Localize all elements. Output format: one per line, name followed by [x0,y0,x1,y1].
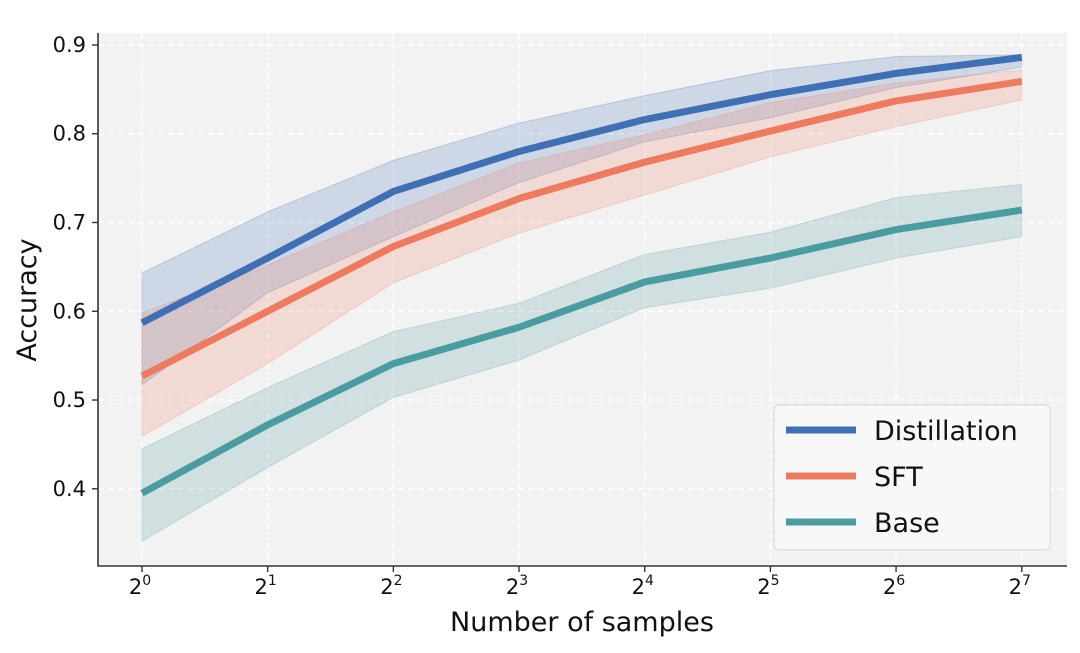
y-axis-ticks: 0.4 0.5 0.6 0.7 0.8 0.9 [53,33,98,501]
x-tick-label: 25 [757,573,779,599]
line-sft [140,77,1023,380]
legend-box [773,404,1051,551]
axes [97,33,1067,567]
x-tick-label: 27 [1009,573,1031,599]
legend: Distillation SFT Base [773,404,1051,551]
y-axis-label: Accuracy [12,238,43,361]
x-tick-label: 21 [255,573,277,599]
y-tick-label: 0.8 [53,122,86,146]
x-tick-label: 22 [380,573,402,599]
band-base [141,183,1023,543]
y-tick-label: 0.4 [53,477,86,501]
legend-label-distillation: Distillation [874,416,1018,447]
x-tick-label: 24 [632,573,654,599]
confidence-bands [141,54,1023,543]
x-tick-label: 23 [506,573,528,599]
line-base [140,206,1023,497]
y-tick-label: 0.9 [53,33,86,57]
x-tick-label: 26 [883,573,905,599]
x-tick-label: 20 [129,573,151,599]
y-tick-label: 0.7 [53,211,86,235]
x-axis-label: Number of samples [450,607,714,638]
y-tick-label: 0.5 [53,388,86,412]
band-sft [141,69,1023,438]
series-lines [140,53,1023,497]
legend-label-base: Base [874,508,940,539]
y-tick-label: 0.6 [53,299,86,323]
line-distillation [140,53,1023,326]
legend-label-sft: SFT [874,462,923,493]
band-distillation [141,54,1023,386]
x-axis-ticks: 20 21 22 23 24 25 26 27 [129,566,1031,599]
